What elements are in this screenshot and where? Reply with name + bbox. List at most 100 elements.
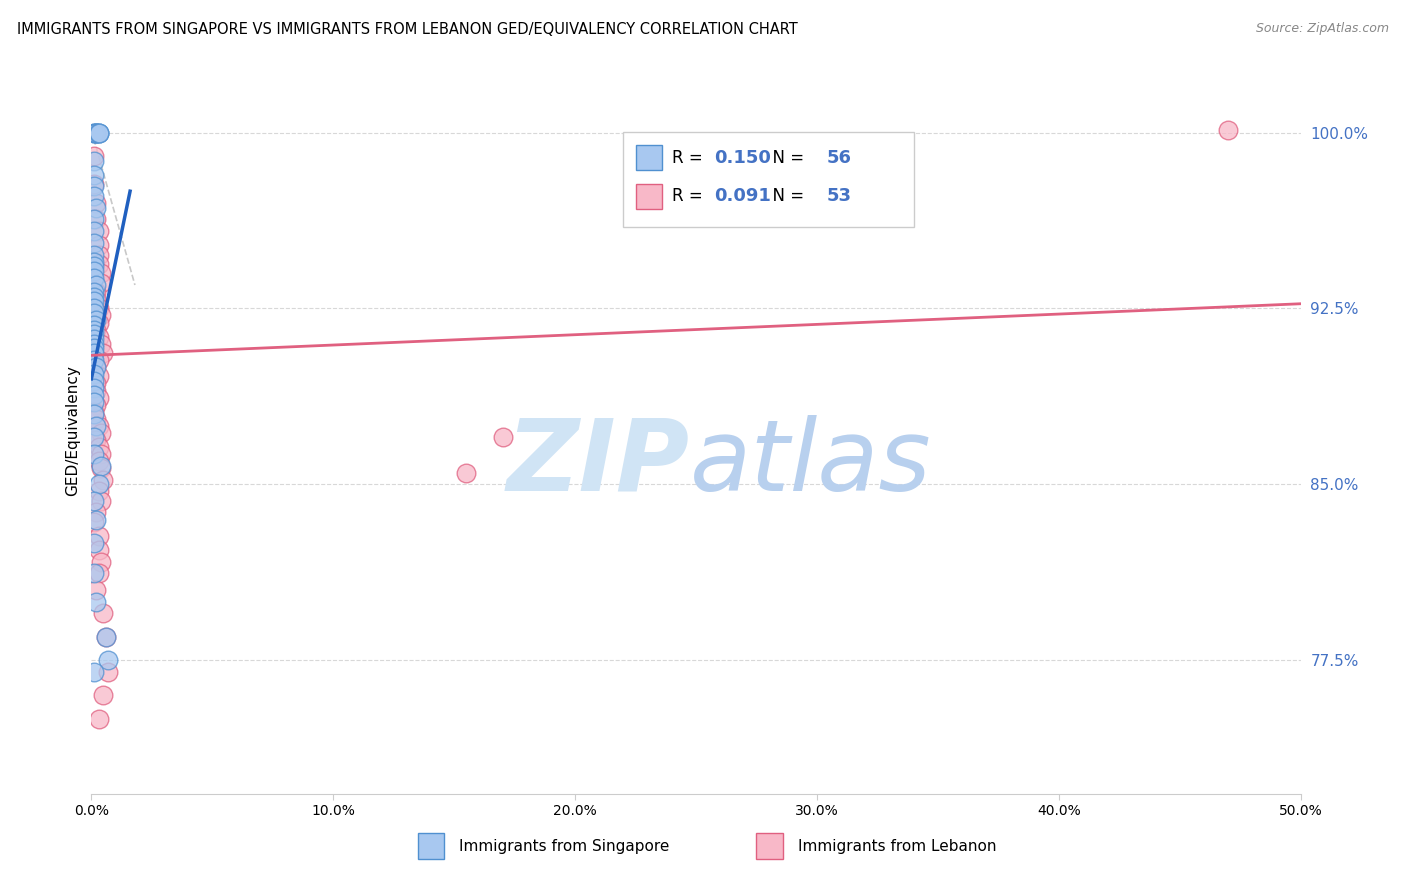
Point	[83, 177, 105, 191]
Point	[83, 515, 105, 529]
Point	[87, 454, 110, 468]
Point	[94, 630, 117, 644]
Point	[83, 259, 105, 273]
Text: N =: N =	[762, 149, 810, 167]
Point	[83, 254, 105, 268]
Point	[90, 276, 112, 290]
Point	[97, 665, 120, 679]
Point	[84, 285, 107, 299]
Point	[84, 512, 107, 526]
Point	[83, 247, 105, 261]
Text: atlas: atlas	[690, 415, 932, 512]
Point	[87, 353, 110, 368]
Point	[84, 384, 107, 398]
Point	[83, 388, 105, 402]
Point	[84, 398, 107, 412]
Point	[87, 543, 110, 558]
Point	[83, 290, 105, 304]
Point	[87, 477, 110, 491]
Point	[83, 404, 105, 418]
Point	[87, 418, 110, 433]
Point	[83, 665, 105, 679]
Point	[94, 630, 117, 644]
Point	[83, 179, 105, 194]
Point	[83, 235, 105, 250]
Point	[87, 224, 110, 238]
Point	[84, 278, 107, 293]
Point	[87, 712, 110, 726]
Point	[83, 536, 105, 550]
Point	[84, 292, 107, 306]
Point	[87, 484, 110, 499]
Point	[83, 493, 105, 508]
Point	[83, 374, 105, 388]
Point	[84, 360, 107, 375]
Point	[83, 301, 105, 316]
Point	[87, 440, 110, 454]
Point	[83, 367, 105, 381]
Point	[87, 329, 110, 343]
Text: Immigrants from Singapore: Immigrants from Singapore	[458, 838, 669, 854]
Point	[97, 653, 120, 667]
Point	[87, 247, 110, 261]
Point	[84, 313, 107, 327]
Point	[83, 353, 105, 368]
Point	[83, 264, 105, 278]
Point	[87, 238, 110, 252]
Point	[83, 322, 105, 336]
Point	[90, 461, 112, 475]
Point	[84, 212, 107, 227]
Text: R =: R =	[672, 149, 707, 167]
Point	[87, 126, 110, 140]
Point	[491, 430, 513, 444]
Text: ZIP: ZIP	[508, 415, 690, 512]
Point	[90, 309, 112, 323]
Point	[83, 149, 105, 163]
Point	[93, 346, 115, 360]
Point	[1216, 123, 1239, 137]
Point	[83, 407, 105, 421]
Point	[83, 224, 105, 238]
Point	[83, 168, 105, 182]
Point	[84, 322, 107, 336]
Point	[87, 369, 110, 384]
Point	[87, 391, 110, 405]
Point	[83, 285, 105, 299]
Point	[83, 212, 105, 227]
Text: R =: R =	[672, 187, 707, 205]
Point	[84, 594, 107, 608]
Point	[87, 529, 110, 543]
Point	[93, 473, 115, 487]
Point	[87, 126, 110, 140]
Text: N =: N =	[762, 187, 810, 205]
Y-axis label: GED/Equivalency: GED/Equivalency	[65, 365, 80, 496]
Text: 0.150: 0.150	[714, 149, 770, 167]
Point	[84, 126, 107, 140]
Point	[83, 327, 105, 342]
Bar	[756, 833, 783, 859]
Text: Immigrants from Lebanon: Immigrants from Lebanon	[797, 838, 995, 854]
Point	[84, 360, 107, 375]
Bar	[636, 184, 662, 209]
Point	[87, 126, 110, 140]
Point	[83, 153, 105, 168]
Point	[84, 126, 107, 140]
Point	[83, 318, 105, 332]
Point	[83, 381, 105, 395]
Point	[84, 411, 107, 425]
Text: 53: 53	[827, 187, 852, 205]
Point	[83, 294, 105, 309]
Point	[84, 418, 107, 433]
Point	[83, 126, 105, 140]
Text: Source: ZipAtlas.com: Source: ZipAtlas.com	[1256, 22, 1389, 36]
Point	[83, 566, 105, 581]
Point	[84, 582, 107, 597]
Point	[87, 316, 110, 330]
Bar	[418, 833, 444, 859]
Point	[90, 266, 112, 280]
Point	[83, 430, 105, 444]
Point	[83, 189, 105, 203]
Text: IMMIGRANTS FROM SINGAPORE VS IMMIGRANTS FROM LEBANON GED/EQUIVALENCY CORRELATION: IMMIGRANTS FROM SINGAPORE VS IMMIGRANTS …	[17, 22, 797, 37]
FancyBboxPatch shape	[623, 132, 914, 227]
Point	[84, 126, 107, 140]
